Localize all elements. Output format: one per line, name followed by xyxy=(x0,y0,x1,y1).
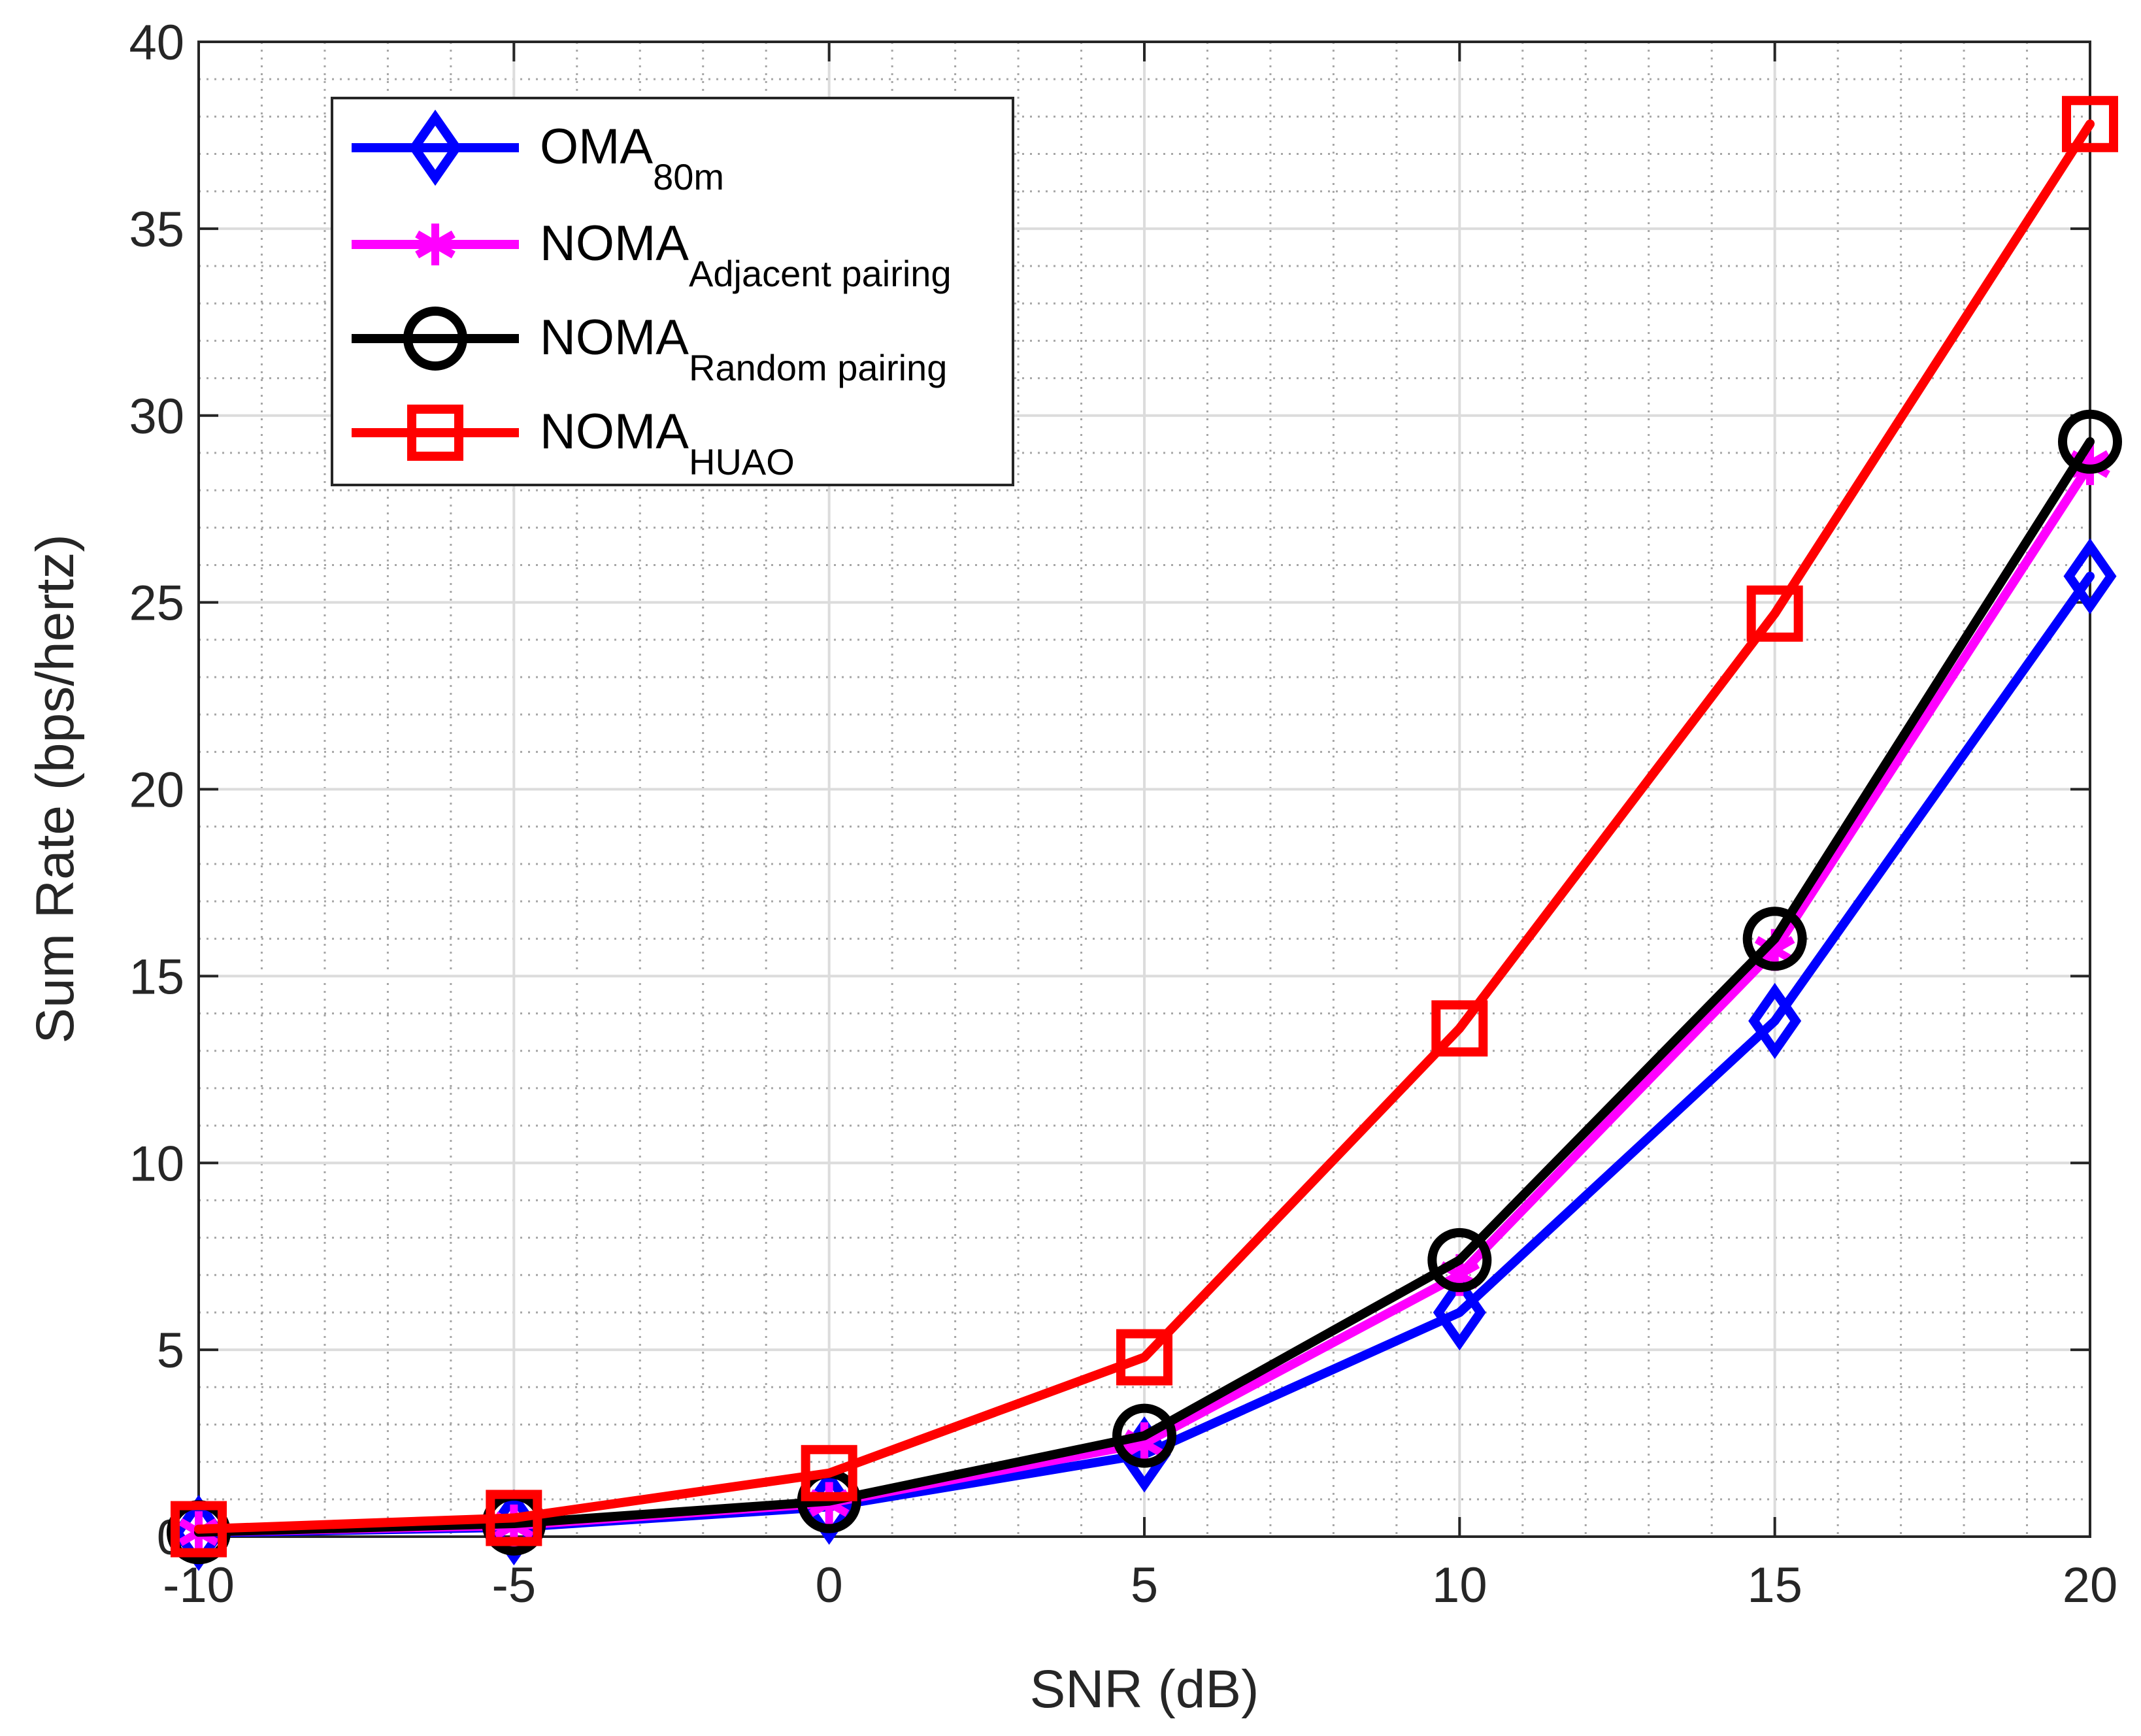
circle-marker xyxy=(403,307,467,371)
asterisk-marker xyxy=(415,224,456,265)
y-tick-label: 25 xyxy=(129,576,184,631)
x-tick-labels: -10 -5 0 5 10 15 20 xyxy=(163,1558,2117,1613)
square-marker xyxy=(171,1501,227,1558)
circle-marker xyxy=(1742,907,1807,971)
y-tick-label: 10 xyxy=(129,1136,184,1192)
legend-label-sub: 80m xyxy=(653,156,724,197)
y-tick-label: 35 xyxy=(129,202,184,258)
square-marker xyxy=(2062,95,2118,152)
legend-label-sub: HUAO xyxy=(689,441,795,482)
y-tick-label: 30 xyxy=(129,389,184,444)
square-marker xyxy=(486,1490,542,1546)
x-axis-label: SNR (dB) xyxy=(1030,1660,1259,1719)
y-tick-label: 5 xyxy=(157,1323,184,1378)
diamond-marker xyxy=(1748,982,1802,1060)
square-marker xyxy=(1431,1000,1488,1057)
legend-label: NOMAHUAO xyxy=(540,404,795,482)
x-tick-label: 15 xyxy=(1747,1558,1802,1613)
legend-item: NOMARandom pairing xyxy=(352,307,947,388)
legend-label-main: NOMA xyxy=(540,216,689,271)
series-layer xyxy=(167,95,2122,1571)
legend-label-main: OMA xyxy=(540,119,653,175)
asterisk-stroke xyxy=(415,230,456,259)
series-line xyxy=(194,119,2095,1534)
legend-label-sub: Adjacent pairing xyxy=(689,253,952,294)
legend-label: OMA80m xyxy=(540,119,724,197)
legend-item: NOMAHUAO xyxy=(352,404,795,482)
square-marker xyxy=(407,405,463,461)
y-axis-label: Sum Rate (bps/hertz) xyxy=(25,534,85,1043)
legend-label-main: NOMA xyxy=(540,310,689,365)
legend-item: OMA80m xyxy=(352,109,724,197)
x-tick-label: 20 xyxy=(2063,1558,2118,1613)
y-tick-label: 40 xyxy=(129,15,184,71)
y-tick-label: 15 xyxy=(129,949,184,1005)
legend-label: NOMARandom pairing xyxy=(540,310,947,388)
square-marker xyxy=(801,1444,857,1501)
diamond-marker xyxy=(408,109,462,186)
circle-marker xyxy=(1427,1227,1492,1292)
x-tick-label: 0 xyxy=(816,1558,843,1613)
series-line xyxy=(194,437,2095,1537)
series-square xyxy=(171,95,2118,1558)
square-marker xyxy=(1116,1329,1172,1386)
diamond-marker xyxy=(1433,1274,1486,1351)
y-tick-label: 20 xyxy=(129,763,184,818)
x-tick-label: 5 xyxy=(1131,1558,1158,1613)
x-tick-label: 10 xyxy=(1432,1558,1487,1613)
square-marker xyxy=(1746,585,1803,642)
circle-marker xyxy=(1112,1403,1176,1468)
asterisk-stroke xyxy=(1124,1429,1165,1458)
circle-marker xyxy=(2058,409,2122,474)
legend-label: NOMAAdjacent pairing xyxy=(540,216,952,294)
x-tick-label: -5 xyxy=(492,1558,537,1613)
legend-label-sub: Random pairing xyxy=(689,347,947,388)
diamond-marker xyxy=(2063,538,2117,614)
legend-label-main: NOMA xyxy=(540,404,689,459)
legend-item: NOMAAdjacent pairing xyxy=(352,216,952,294)
